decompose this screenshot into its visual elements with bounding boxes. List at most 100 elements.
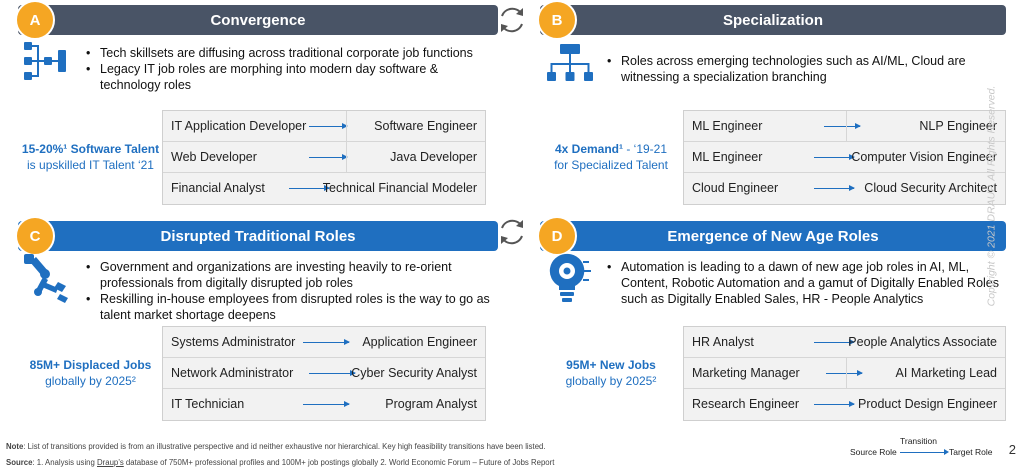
stat-subtext: globally by 2025² — [45, 374, 136, 388]
source-role: Marketing Manager — [692, 366, 800, 380]
banner-title: Disrupted Traditional Roles — [160, 227, 356, 245]
bullets-new-age-roles: Automation is leading to a dawn of new a… — [607, 259, 1002, 307]
stat-disrupted-roles: 85M+ Displaced Jobs globally by 2025² — [18, 357, 163, 389]
banner-title: Convergence — [210, 11, 306, 29]
target-role: Program Analyst — [385, 397, 477, 411]
target-role: Software Engineer — [374, 119, 477, 133]
target-role: Product Design Engineer — [858, 397, 997, 411]
convergence-flow-icon — [24, 42, 66, 80]
bullets-specialization: Roles across emerging technologies such … — [607, 53, 1002, 85]
transition-table-new-age-roles: HR Analyst People Analytics Associate Ma… — [683, 326, 1006, 421]
table-row: Research Engineer Product Design Enginee… — [684, 389, 1005, 420]
transition-arrow — [814, 339, 855, 345]
target-role: NLP Engineer — [919, 119, 997, 133]
source-role: Web Developer — [171, 150, 257, 164]
bullets-convergence: Tech skillsets are diffusing across trad… — [86, 45, 486, 93]
transition-table-disrupted-roles: Systems Administrator Application Engine… — [162, 326, 486, 421]
transition-arrow — [824, 123, 861, 129]
table-row: HR Analyst People Analytics Associate — [684, 327, 1005, 358]
bullet-item: Tech skillsets are diffusing across trad… — [86, 45, 486, 61]
column-divider — [846, 111, 847, 141]
cycle-arrows-icon — [501, 219, 523, 245]
transition-arrow — [826, 370, 863, 376]
cycle-arrows-icon — [501, 7, 523, 33]
badge-b: B — [537, 0, 577, 40]
page-number: 2 — [1008, 442, 1016, 457]
stat-convergence: 15-20%¹ Software Talent is upskilled IT … — [18, 141, 163, 173]
stat-subtext: globally by 2025² — [565, 374, 657, 388]
source-role: Financial Analyst — [171, 181, 265, 195]
bullet-item: Roles across emerging technologies such … — [607, 53, 1002, 85]
transition-arrow — [814, 185, 855, 191]
banner-new-age-roles: Emergence of New Age Roles — [540, 221, 1006, 251]
target-role: AI Marketing Lead — [895, 366, 997, 380]
source-role: Network Administrator — [171, 366, 294, 380]
banner-convergence: Convergence — [18, 5, 498, 35]
stat-subtext: for Specialized Talent — [554, 158, 668, 172]
table-row: Web Developer Java Developer — [163, 142, 485, 173]
note-text: : List of transitions provided is from a… — [23, 442, 546, 451]
legend-source-role: Source Role — [850, 447, 897, 457]
stat-specialization: 4x Demand¹ - ‘19-21 for Specialized Tale… — [540, 141, 682, 173]
banner-title: Specialization — [722, 11, 824, 29]
stat-new-age-roles: 95M+ New Jobs globally by 2025² — [540, 357, 682, 389]
column-divider — [846, 358, 847, 388]
legend-arrow — [900, 452, 946, 453]
badge-d: D — [537, 216, 577, 256]
copyright-watermark: Copyright © 2021 DRAUP. All Rights Reser… — [985, 85, 998, 307]
stat-headline: 15-20%¹ Software Talent — [21, 142, 160, 156]
robot-arm-icon — [24, 254, 68, 303]
source-role: Cloud Engineer — [692, 181, 779, 195]
table-row: Systems Administrator Application Engine… — [163, 327, 485, 358]
bullets-disrupted-roles: Government and organizations are investi… — [86, 259, 491, 323]
table-row: ML Engineer NLP Engineer — [684, 111, 1005, 142]
transition-arrow — [289, 185, 330, 191]
column-divider — [346, 142, 347, 172]
footnote-note: Note: List of transitions provided is fr… — [6, 442, 546, 451]
transition-arrow — [303, 339, 350, 345]
note-label: Note — [6, 442, 24, 451]
target-role: Computer Vision Engineer — [851, 150, 997, 164]
legend-transition: Transition — [900, 436, 938, 446]
transition-arrow — [309, 154, 348, 160]
stat-headline: 95M+ New Jobs — [566, 358, 656, 372]
source-role: HR Analyst — [692, 335, 754, 349]
bullet-item: Legacy IT job roles are morphing into mo… — [86, 61, 486, 93]
badge-c: C — [15, 216, 55, 256]
stat-headline: 85M+ Displaced Jobs — [29, 358, 152, 372]
transition-arrow — [303, 401, 350, 407]
transition-arrow — [814, 154, 855, 160]
hierarchy-branch-icon — [547, 44, 593, 81]
banner-title: Emergence of New Age Roles — [667, 227, 879, 245]
legend: Transition Source Role Target Role — [850, 436, 1000, 460]
target-role: Java Developer — [390, 150, 477, 164]
banner-disrupted-roles: Disrupted Traditional Roles — [18, 221, 498, 251]
stat-headline-suffix: - ‘19-21 — [623, 142, 668, 156]
stat-subtext: is upskilled IT Talent ‘21 — [27, 158, 154, 172]
target-role: Technical Financial Modeler — [322, 181, 477, 195]
source-role: Research Engineer — [692, 397, 800, 411]
target-role: People Analytics Associate — [848, 335, 997, 349]
stat-headline: 4x Demand¹ — [554, 142, 623, 156]
source-role: IT Application Developer — [171, 119, 307, 133]
transition-table-convergence: IT Application Developer Software Engine… — [162, 110, 486, 205]
column-divider — [346, 111, 347, 141]
source-role: ML Engineer — [692, 119, 763, 133]
source-role: Systems Administrator — [171, 335, 296, 349]
table-row: ML Engineer Computer Vision Engineer — [684, 142, 1005, 173]
table-row: IT Technician Program Analyst — [163, 389, 485, 420]
table-row: IT Application Developer Software Engine… — [163, 111, 485, 142]
source-link[interactable]: Draup’s — [97, 458, 124, 467]
banner-specialization: Specialization — [540, 5, 1006, 35]
transition-arrow — [309, 370, 356, 376]
bullet-item: Reskilling in-house employees from disru… — [86, 291, 491, 323]
source-label: Source — [6, 458, 33, 467]
table-row: Cloud Engineer Cloud Security Architect — [684, 173, 1005, 204]
legend-target-role: Target Role — [949, 447, 993, 457]
source-role: ML Engineer — [692, 150, 763, 164]
transition-table-specialization: ML Engineer NLP Engineer ML Engineer Com… — [683, 110, 1006, 205]
target-role: Cloud Security Architect — [864, 181, 997, 195]
lightbulb-gear-icon — [549, 253, 591, 302]
legend-arrowhead — [944, 449, 949, 455]
table-row: Marketing Manager AI Marketing Lead — [684, 358, 1005, 389]
